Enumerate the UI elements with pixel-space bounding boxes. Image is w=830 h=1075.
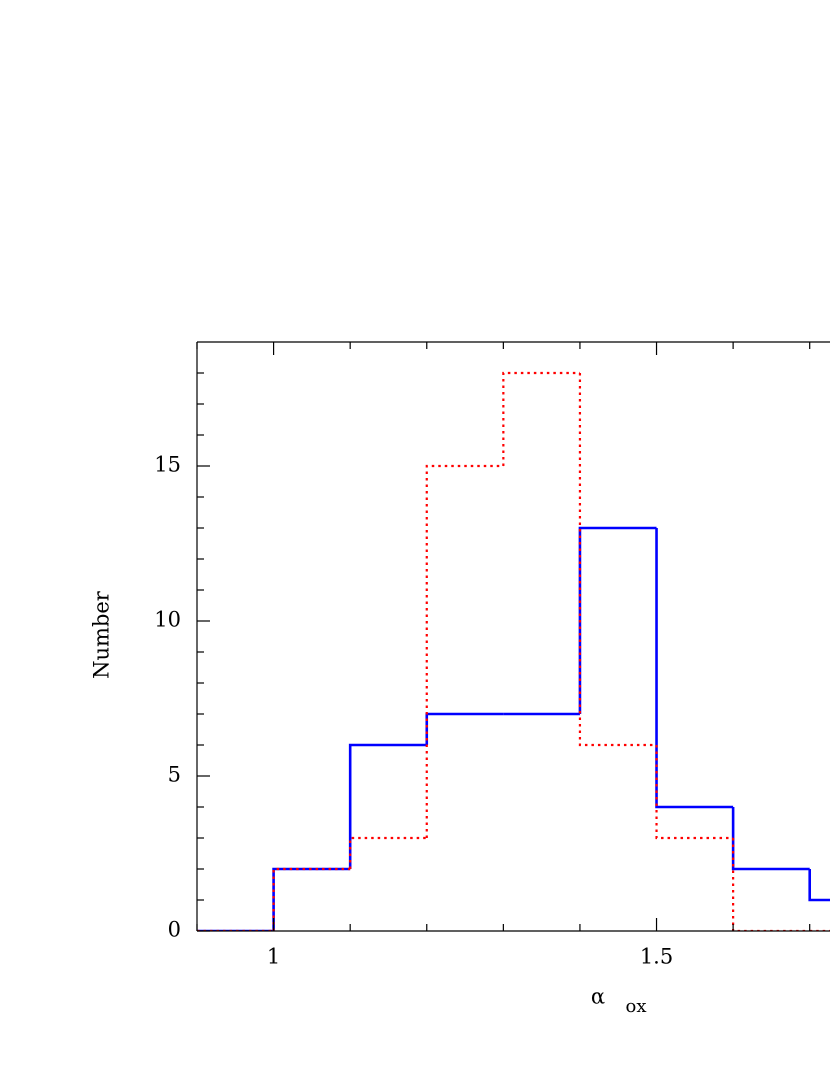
x-axis-label-subscript: ox	[626, 996, 647, 1017]
plot-area	[197, 371, 830, 931]
y-tick-label: 10	[154, 608, 181, 632]
x-tick-label: 1	[267, 945, 280, 969]
histogram-bin	[578, 373, 657, 747]
y-tick-label: 5	[168, 763, 181, 787]
histogram-bin	[425, 712, 504, 745]
histogram-bin	[808, 869, 830, 902]
histogram-bin	[272, 867, 351, 931]
y-axis-label: Number	[90, 590, 114, 679]
x-tick-label: 1.5	[640, 945, 673, 969]
y-tick-label: 15	[154, 453, 181, 477]
histogram-bin	[502, 371, 580, 466]
y-tick-label: 0	[168, 918, 181, 942]
histogram-bin	[348, 743, 427, 869]
histogram-bin	[655, 745, 734, 840]
histogram-bin	[425, 464, 504, 838]
histogram-bin	[349, 836, 427, 869]
histogram-bin	[731, 807, 810, 871]
x-axis-label: α	[591, 985, 605, 1009]
histogram-bin	[655, 528, 734, 809]
histogram-bin	[272, 867, 351, 931]
histogram-bin	[732, 838, 810, 931]
histogram-bin	[578, 526, 657, 714]
